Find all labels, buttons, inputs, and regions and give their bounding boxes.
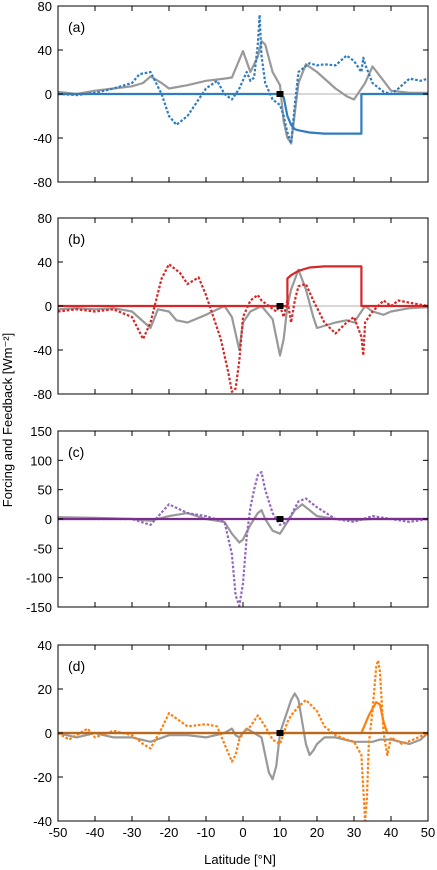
- y-tick-label: -40: [33, 343, 52, 358]
- series-line: [58, 92, 428, 135]
- chart-panel: -80 -40 0 40 80 (b): [33, 211, 429, 402]
- y-tick-label: 80: [38, 211, 52, 226]
- latitude-marker: [276, 91, 284, 97]
- panel-label: (c): [68, 444, 84, 460]
- x-tick-label: -50: [49, 825, 68, 840]
- y-tick-label: 0: [45, 726, 52, 741]
- x-tick-label: 20: [310, 825, 324, 840]
- x-tick-label: -30: [123, 825, 142, 840]
- panel-label: (b): [68, 231, 85, 247]
- latitude-marker: [276, 303, 284, 309]
- latitude-marker: [276, 516, 284, 522]
- x-tick-label: -40: [86, 825, 105, 840]
- chart-panel: -150 -100 -50 0 50 100 150 (c): [26, 424, 429, 615]
- y-tick-label: 150: [30, 424, 52, 439]
- x-tick-label: 40: [384, 825, 398, 840]
- panel-label: (d): [68, 658, 85, 674]
- y-tick-label: -50: [33, 541, 52, 556]
- series-line: [58, 265, 428, 308]
- series-line: [58, 13, 428, 145]
- y-tick-label: -40: [33, 131, 52, 146]
- y-tick-label: 40: [38, 43, 52, 58]
- chart-panel: -80 -40 0 40 80 (a): [33, 0, 429, 190]
- series-line: [58, 692, 428, 781]
- y-axis-label: Forcing and Feedback [Wm⁻²]: [0, 333, 15, 507]
- x-axis-label: Latitude [°N]: [204, 852, 276, 867]
- x-tick-label: -10: [197, 825, 216, 840]
- x-tick-label: 10: [273, 825, 287, 840]
- y-tick-label: 50: [38, 483, 52, 498]
- y-tick-label: 20: [38, 682, 52, 697]
- series-group: [58, 471, 428, 607]
- series-line: [58, 268, 428, 357]
- series-group: [58, 263, 428, 393]
- series-line: [58, 40, 428, 145]
- series-line: [58, 263, 428, 393]
- x-tick-label: 0: [239, 825, 246, 840]
- series-line: [58, 503, 428, 544]
- series-group: [58, 13, 428, 145]
- latitude-marker: [276, 730, 284, 736]
- x-tick-label: 30: [347, 825, 361, 840]
- y-tick-label: -80: [33, 175, 52, 190]
- y-tick-label: -150: [26, 600, 52, 615]
- x-tick-label: -20: [160, 825, 179, 840]
- y-tick-label: -80: [33, 387, 52, 402]
- y-tick-label: -100: [26, 571, 52, 586]
- y-tick-label: -20: [33, 770, 52, 785]
- y-tick-label: 0: [45, 299, 52, 314]
- y-tick-label: 0: [45, 512, 52, 527]
- y-tick-label: 100: [30, 453, 52, 468]
- y-tick-label: -40: [33, 814, 52, 829]
- series-group: [58, 659, 428, 821]
- y-tick-label: 80: [38, 0, 52, 14]
- x-tick-label: 50: [421, 825, 435, 840]
- panel-label: (a): [68, 19, 85, 35]
- y-tick-label: 40: [38, 638, 52, 653]
- series-line: [58, 701, 428, 735]
- y-tick-label: 40: [38, 255, 52, 270]
- y-tick-label: 0: [45, 87, 52, 102]
